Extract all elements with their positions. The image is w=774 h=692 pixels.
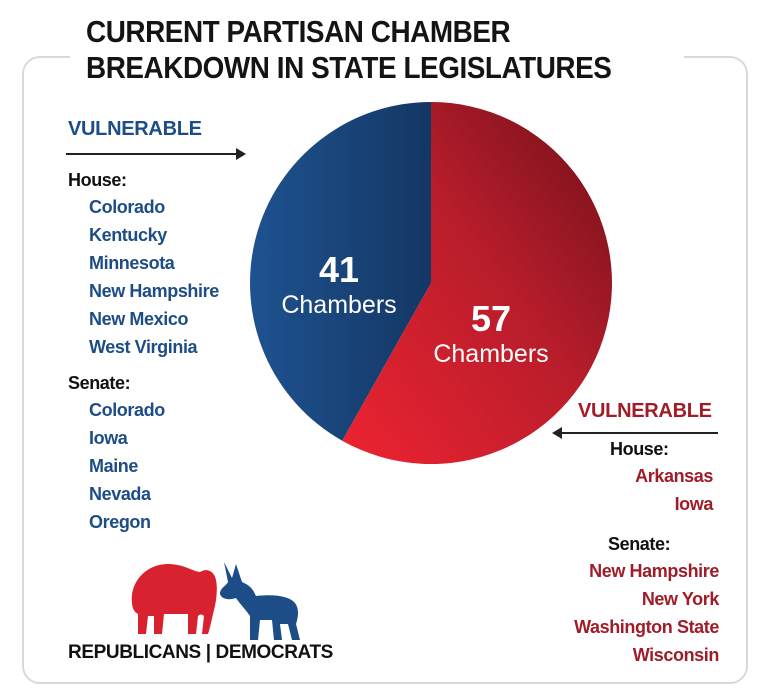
list-item: New Mexico [89,309,189,329]
pie-slice-democrats [249,102,431,441]
list-item: Washington State [574,617,719,637]
title-line-2: BREAKDOWN IN STATE LEGISLATURES [86,50,612,85]
list-item: Nevada [89,484,151,504]
list-item: New York [641,589,720,609]
list-item: West Virginia [89,337,198,357]
party-mascots [131,562,300,640]
list-item: Colorado [89,197,165,217]
arrow-left-icon [552,427,562,439]
democrat-slice-value: 41 [319,249,359,290]
list-item: Kentucky [89,225,167,245]
democrat-house-heading: House: [68,170,127,190]
democrat-senate-list: Colorado Iowa Maine Nevada Oregon [89,396,165,536]
republican-house-list: Arkansas Iowa [635,462,713,518]
republican-senate-heading: Senate: [608,534,671,554]
democrat-house-list: Colorado Kentucky Minnesota New Hampshir… [89,193,219,361]
donkey-icon [220,562,300,640]
democrat-vulnerable-label: VULNERABLE [68,118,202,140]
republican-vulnerable-label: VULNERABLE [578,400,712,422]
party-legend-label: REPUBLICANS | DEMOCRATS [68,642,333,663]
list-item: Wisconsin [632,645,720,665]
list-item: Oregon [89,512,151,532]
arrow-right-icon [236,148,246,160]
republican-senate-list: New Hampshire New York Washington State … [574,557,719,669]
republican-house-heading: House: [610,439,669,459]
chart-title: CURRENT PARTISAN CHAMBER BREAKDOWN IN ST… [70,14,684,86]
list-item: Iowa [674,494,714,514]
list-item: Iowa [89,428,128,448]
list-item: Colorado [89,400,165,420]
list-item: New Hampshire [89,281,219,301]
elephant-icon [131,564,217,634]
list-item: New Hampshire [589,561,719,581]
republican-slice-label: Chambers [433,340,548,368]
list-item: Minnesota [89,253,175,273]
pie-slice-republicans [342,102,612,464]
list-item: Maine [89,456,139,476]
democrat-slice-label: Chambers [281,291,396,319]
title-line-1: CURRENT PARTISAN CHAMBER [86,14,511,49]
republican-slice-value: 57 [471,298,511,339]
republican-arrow [552,427,718,439]
democrat-arrow [66,148,246,160]
democrat-senate-heading: Senate: [68,373,131,393]
list-item: Arkansas [635,466,713,486]
